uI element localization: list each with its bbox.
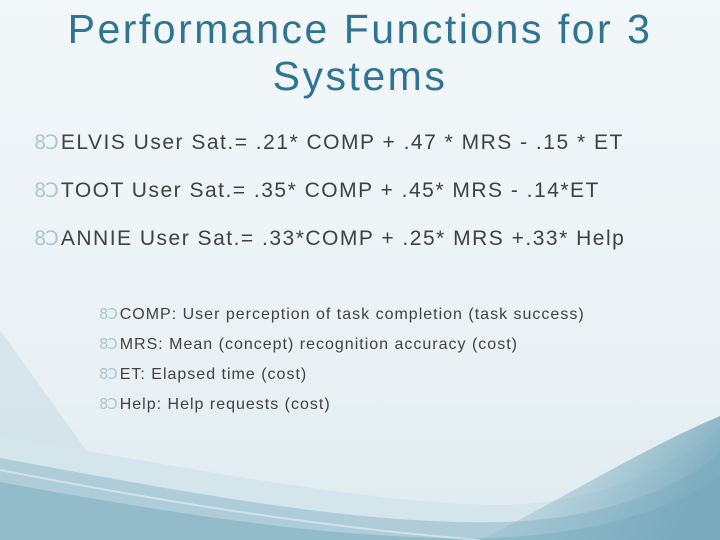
sub-bullet-comp: 8Ɔ COMP: User perception of task complet… xyxy=(99,304,699,325)
sub-bullet-text: Help: Help requests (cost) xyxy=(119,396,331,413)
flow-bullet-icon: 8Ɔ xyxy=(99,396,118,413)
sub-bullet-et: 8Ɔ ET: Elapsed time (cost) xyxy=(99,364,699,385)
flow-bullet-icon: 8Ɔ xyxy=(99,366,118,383)
slide-title: Performance Functions for 3 Systems xyxy=(67,6,653,100)
bullet-item-elvis: 8Ɔ ELVIS User Sat.= .21* COMP + .47 * MR… xyxy=(34,130,694,155)
sub-bullet-text: MRS: Mean (concept) recognition accuracy… xyxy=(119,336,518,353)
bullet-item-annie: 8Ɔ ANNIE User Sat.= .33*COMP + .25* MRS … xyxy=(34,226,694,251)
bullet-list: 8Ɔ ELVIS User Sat.= .21* COMP + .47 * MR… xyxy=(34,130,694,274)
bullet-text: TOOT User Sat.= .35* COMP + .45* MRS - .… xyxy=(60,179,600,202)
bullet-text: ANNIE User Sat.= .33*COMP + .25* MRS +.3… xyxy=(60,227,626,250)
flow-bullet-icon: 8Ɔ xyxy=(34,227,59,250)
bullet-item-toot: 8Ɔ TOOT User Sat.= .35* COMP + .45* MRS … xyxy=(34,178,694,203)
sub-bullet-list: 8Ɔ COMP: User perception of task complet… xyxy=(99,304,699,424)
sub-bullet-help: 8Ɔ Help: Help requests (cost) xyxy=(99,394,699,415)
bullet-text: ELVIS User Sat.= .21* COMP + .47 * MRS -… xyxy=(60,131,624,154)
flow-bullet-icon: 8Ɔ xyxy=(34,179,59,202)
flow-bullet-icon: 8Ɔ xyxy=(34,131,59,154)
flow-bullet-icon: 8Ɔ xyxy=(99,306,118,323)
sub-bullet-text: ET: Elapsed time (cost) xyxy=(119,366,308,383)
title-area: Performance Functions for 3 Systems xyxy=(0,6,720,100)
sub-bullet-text: COMP: User perception of task completion… xyxy=(119,306,585,323)
sub-bullet-mrs: 8Ɔ MRS: Mean (concept) recognition accur… xyxy=(99,334,699,355)
flow-bullet-icon: 8Ɔ xyxy=(99,336,118,353)
